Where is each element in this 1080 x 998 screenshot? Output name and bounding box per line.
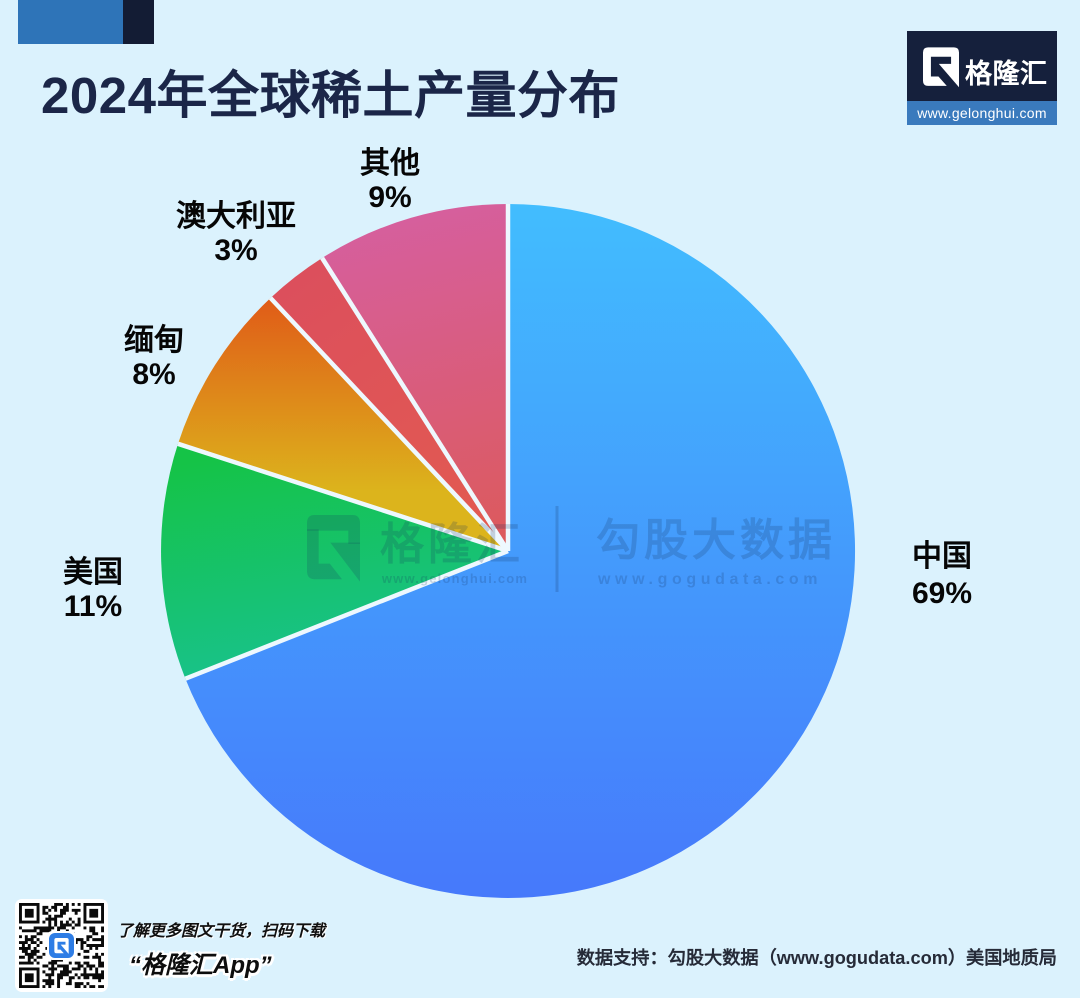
svg-text:格隆汇: 格隆汇 — [380, 520, 524, 569]
svg-text:www.gogudata.com: www.gogudata.com — [597, 571, 822, 588]
svg-text:勾股大数据: 勾股大数据 — [596, 516, 836, 565]
svg-text:www.gelonghui.com: www.gelonghui.com — [381, 571, 528, 586]
